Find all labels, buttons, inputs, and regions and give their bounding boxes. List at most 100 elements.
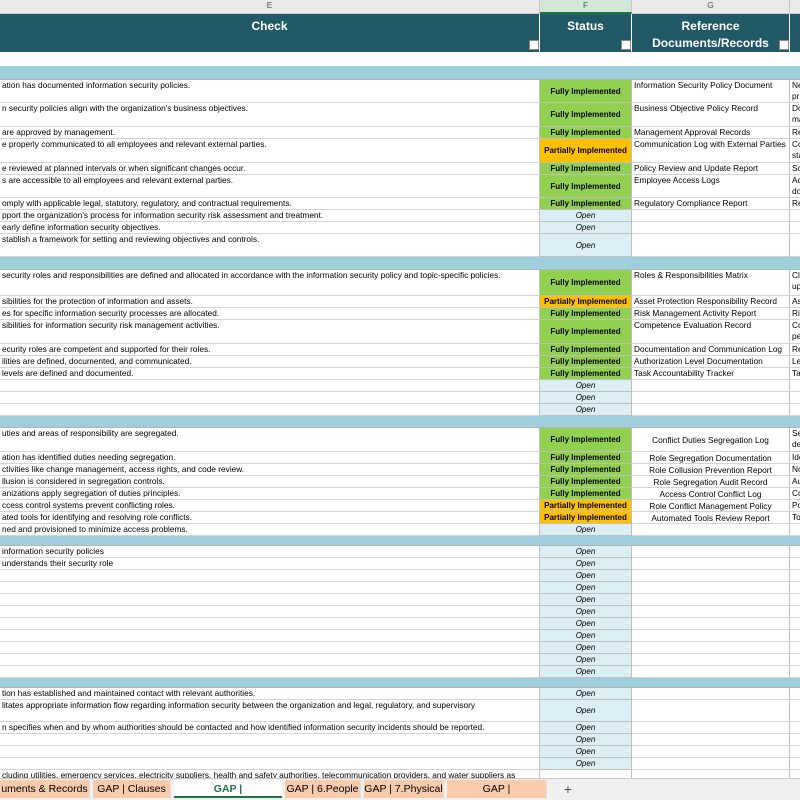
- reference-cell[interactable]: Asset Protection Responsibility Record: [632, 296, 790, 308]
- note-cell[interactable]: Re: [790, 198, 800, 210]
- status-cell[interactable]: Open: [540, 570, 632, 582]
- check-cell[interactable]: information security policies: [0, 546, 540, 558]
- note-cell[interactable]: Costa: [790, 139, 800, 163]
- reference-cell[interactable]: [632, 210, 790, 222]
- check-cell[interactable]: ated tools for identifying and resolving…: [0, 512, 540, 524]
- check-cell[interactable]: ned and provisioned to minimize access p…: [0, 524, 540, 536]
- check-cell[interactable]: are approved by management.: [0, 127, 540, 139]
- filter-button[interactable]: [621, 40, 631, 50]
- note-cell[interactable]: [790, 654, 800, 666]
- check-cell[interactable]: s are accessible to all employees and re…: [0, 175, 540, 198]
- note-cell[interactable]: [790, 392, 800, 404]
- note-cell[interactable]: Ide: [790, 452, 800, 464]
- reference-cell[interactable]: [632, 642, 790, 654]
- check-cell[interactable]: ctivities like change management, access…: [0, 464, 540, 476]
- reference-cell[interactable]: Management Approval Records: [632, 127, 790, 139]
- check-cell[interactable]: [0, 392, 540, 404]
- status-cell[interactable]: Open: [540, 392, 632, 404]
- note-cell[interactable]: [790, 722, 800, 734]
- status-cell[interactable]: Fully Implemented: [540, 80, 632, 103]
- check-cell[interactable]: [0, 594, 540, 606]
- status-cell[interactable]: Fully Implemented: [540, 476, 632, 488]
- reference-cell[interactable]: [632, 594, 790, 606]
- note-cell[interactable]: [790, 380, 800, 392]
- check-cell[interactable]: litates appropriate information flow reg…: [0, 700, 540, 722]
- check-cell[interactable]: stablish a framework for setting and rev…: [0, 234, 540, 257]
- check-cell[interactable]: [0, 654, 540, 666]
- reference-cell[interactable]: Information Security Policy Document: [632, 80, 790, 103]
- reference-cell[interactable]: Task Accountability Tracker: [632, 368, 790, 380]
- status-cell[interactable]: Fully Implemented: [540, 270, 632, 296]
- status-cell[interactable]: Open: [540, 700, 632, 722]
- check-cell[interactable]: e properly communicated to all employees…: [0, 139, 540, 163]
- status-cell[interactable]: Open: [540, 666, 632, 678]
- check-cell[interactable]: [0, 630, 540, 642]
- reference-cell[interactable]: [632, 606, 790, 618]
- status-cell[interactable]: Open: [540, 746, 632, 758]
- note-cell[interactable]: Re: [790, 344, 800, 356]
- note-cell[interactable]: Sc: [790, 163, 800, 175]
- reference-cell[interactable]: [632, 380, 790, 392]
- check-cell[interactable]: sibilities for information security risk…: [0, 320, 540, 344]
- status-cell[interactable]: Open: [540, 606, 632, 618]
- note-cell[interactable]: As: [790, 296, 800, 308]
- status-cell[interactable]: Open: [540, 380, 632, 392]
- check-cell[interactable]: ccess control systems prevent conflictin…: [0, 500, 540, 512]
- reference-cell[interactable]: Conflict Duties Segregation Log: [632, 428, 790, 452]
- status-cell[interactable]: Open: [540, 654, 632, 666]
- status-cell[interactable]: Fully Implemented: [540, 428, 632, 452]
- reference-cell[interactable]: [632, 570, 790, 582]
- check-cell[interactable]: [0, 582, 540, 594]
- status-cell[interactable]: Fully Implemented: [540, 320, 632, 344]
- note-cell[interactable]: Le: [790, 356, 800, 368]
- reference-cell[interactable]: [632, 734, 790, 746]
- check-cell[interactable]: [0, 642, 540, 654]
- status-cell[interactable]: Fully Implemented: [540, 103, 632, 127]
- sheet-tab[interactable]: GAP | 6.People: [285, 780, 361, 798]
- note-cell[interactable]: [790, 546, 800, 558]
- status-cell[interactable]: Open: [540, 630, 632, 642]
- sheet-tab[interactable]: GAP | 8.Technological: [447, 780, 547, 798]
- note-cell[interactable]: [790, 606, 800, 618]
- note-cell[interactable]: [790, 570, 800, 582]
- reference-cell[interactable]: [632, 758, 790, 770]
- check-cell[interactable]: understands their security role: [0, 558, 540, 570]
- reference-cell[interactable]: Documentation and Communication Log: [632, 344, 790, 356]
- reference-cell[interactable]: Role Segregation Documentation: [632, 452, 790, 464]
- reference-cell[interactable]: [632, 700, 790, 722]
- status-cell[interactable]: Open: [540, 546, 632, 558]
- check-cell[interactable]: [0, 746, 540, 758]
- check-cell[interactable]: levels are defined and documented.: [0, 368, 540, 380]
- status-cell[interactable]: Fully Implemented: [540, 344, 632, 356]
- note-cell[interactable]: Ri: [790, 308, 800, 320]
- note-cell[interactable]: Po: [790, 500, 800, 512]
- reference-cell[interactable]: Risk Management Activity Report: [632, 308, 790, 320]
- status-cell[interactable]: Open: [540, 688, 632, 700]
- filter-button[interactable]: [529, 40, 539, 50]
- reference-cell[interactable]: Business Objective Policy Record: [632, 103, 790, 127]
- reference-cell[interactable]: Competence Evaluation Record: [632, 320, 790, 344]
- check-cell[interactable]: es for specific information security pro…: [0, 308, 540, 320]
- note-cell[interactable]: Clup: [790, 270, 800, 296]
- reference-cell[interactable]: [632, 618, 790, 630]
- note-cell[interactable]: Co: [790, 488, 800, 500]
- note-cell[interactable]: Doma: [790, 103, 800, 127]
- note-cell[interactable]: Re: [790, 127, 800, 139]
- note-cell[interactable]: [790, 582, 800, 594]
- note-cell[interactable]: Au: [790, 476, 800, 488]
- status-cell[interactable]: Partially Implemented: [540, 512, 632, 524]
- note-cell[interactable]: No: [790, 464, 800, 476]
- note-cell[interactable]: [790, 746, 800, 758]
- reference-cell[interactable]: [632, 222, 790, 234]
- status-cell[interactable]: Fully Implemented: [540, 127, 632, 139]
- note-cell[interactable]: [790, 734, 800, 746]
- check-cell[interactable]: n security policies align with the organ…: [0, 103, 540, 127]
- note-cell[interactable]: [790, 234, 800, 257]
- reference-cell[interactable]: [632, 582, 790, 594]
- check-cell[interactable]: ation has identified duties needing segr…: [0, 452, 540, 464]
- check-cell[interactable]: ecurity roles are competent and supporte…: [0, 344, 540, 356]
- check-cell[interactable]: n specifies when and by whom authorities…: [0, 722, 540, 734]
- note-cell[interactable]: [790, 524, 800, 536]
- reference-cell[interactable]: [632, 404, 790, 416]
- check-cell[interactable]: omply with applicable legal, statutory, …: [0, 198, 540, 210]
